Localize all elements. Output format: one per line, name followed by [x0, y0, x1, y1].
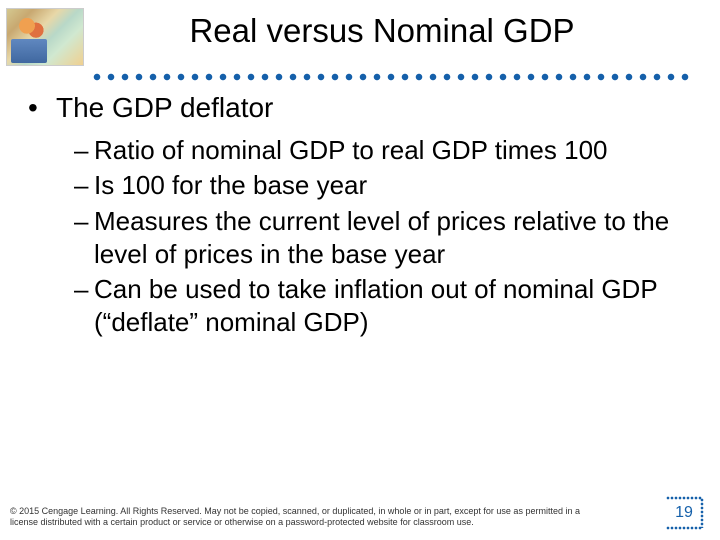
page-number-box: 19: [666, 498, 702, 528]
content-area: • The GDP deflator – Ratio of nominal GD…: [0, 82, 720, 340]
page-number: 19: [675, 504, 693, 522]
slide-container: Real versus Nominal GDP • The GDP deflat…: [0, 0, 720, 540]
dash-marker: –: [74, 169, 94, 202]
sub-bullet-text: Can be used to take inflation out of nom…: [94, 273, 692, 340]
page-box-border-dots: [666, 496, 702, 500]
bullet-level2: – Is 100 for the base year: [74, 169, 692, 202]
copyright-footer: © 2015 Cengage Learning. All Rights Rese…: [10, 506, 610, 529]
bullet-marker: •: [28, 92, 56, 124]
bullet-level2: – Measures the current level of prices r…: [74, 205, 692, 272]
sub-bullet-text: Measures the current level of prices rel…: [94, 205, 692, 272]
dash-marker: –: [74, 134, 94, 167]
decorative-thumbnail: [6, 8, 84, 66]
page-box-border-dots: [700, 498, 704, 528]
dash-marker: –: [74, 273, 94, 340]
bullet-level2: – Can be used to take inflation out of n…: [74, 273, 692, 340]
bullet-level2: – Ratio of nominal GDP to real GDP times…: [74, 134, 692, 167]
bullet-level1: • The GDP deflator: [28, 92, 692, 124]
sub-bullet-text: Is 100 for the base year: [94, 169, 692, 202]
sub-bullet-list: – Ratio of nominal GDP to real GDP times…: [28, 134, 692, 340]
page-box-border-dots: [666, 526, 702, 530]
slide-title: Real versus Nominal GDP: [84, 8, 720, 50]
dash-marker: –: [74, 205, 94, 272]
sub-bullet-text: Ratio of nominal GDP to real GDP times 1…: [94, 134, 692, 167]
title-underline-dots: [90, 72, 690, 82]
header-row: Real versus Nominal GDP: [0, 0, 720, 66]
bullet-text: The GDP deflator: [56, 92, 273, 124]
